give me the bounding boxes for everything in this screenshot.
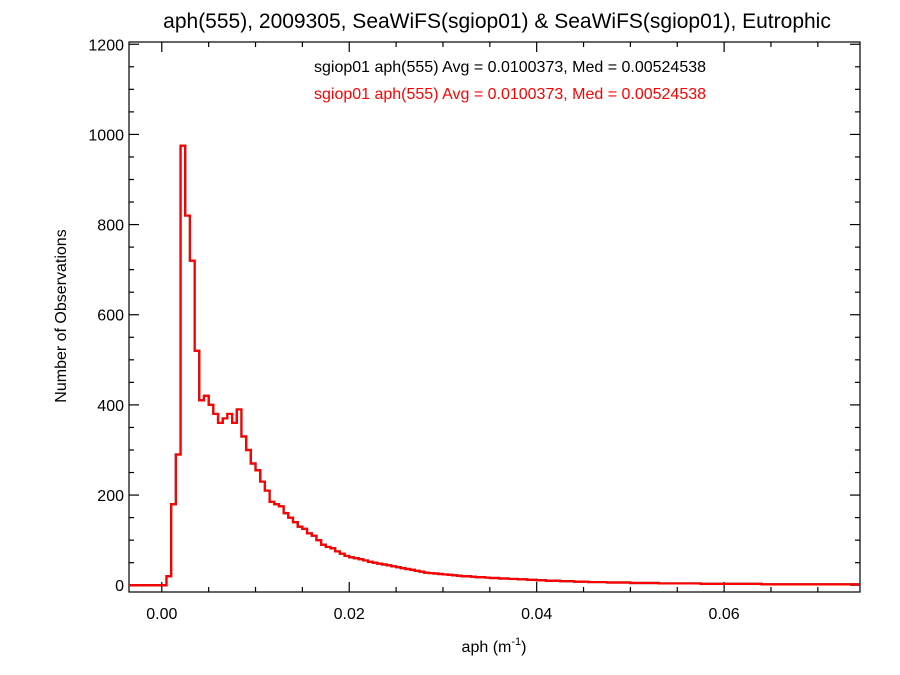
x-tick-label: 0.00 xyxy=(146,606,177,623)
plot-frame xyxy=(128,41,861,593)
y-axis-label: Number of Observations xyxy=(53,229,70,402)
y-tick-label: 1200 xyxy=(88,37,124,54)
x-axis-label-end: ) xyxy=(521,639,526,656)
x-tick-label: 0.06 xyxy=(709,606,740,623)
y-tick-label: 800 xyxy=(97,218,124,235)
x-axis-label: aph (m-1) xyxy=(462,636,527,656)
x-axis-ticks: 0.00 0.02 0.04 0.06 xyxy=(146,42,819,623)
y-axis-ticks: 0 200 400 600 800 1000 1200 xyxy=(88,37,860,595)
y-tick-label: 1000 xyxy=(88,127,124,144)
y-tick-label: 200 xyxy=(97,488,124,505)
y-tick-label: 400 xyxy=(97,398,124,415)
series-group xyxy=(129,144,860,587)
x-tick-label: 0.04 xyxy=(521,606,552,623)
x-tick-label: 0.02 xyxy=(334,606,365,623)
y-tick-label: 600 xyxy=(97,308,124,325)
series-line-0 xyxy=(129,144,860,587)
series-line-1 xyxy=(129,144,860,587)
chart-title: aph(555), 2009305, SeaWiFS(sgiop01) & Se… xyxy=(163,10,831,33)
annotation-series-1: sgiop01 aph(555) Avg = 0.0100373, Med = … xyxy=(314,86,706,103)
x-axis-label-sup: -1 xyxy=(511,636,521,648)
x-axis-label-main: aph (m xyxy=(462,639,512,656)
annotation-series-0: sgiop01 aph(555) Avg = 0.0100373, Med = … xyxy=(314,59,706,76)
y-tick-label: 0 xyxy=(115,578,124,595)
